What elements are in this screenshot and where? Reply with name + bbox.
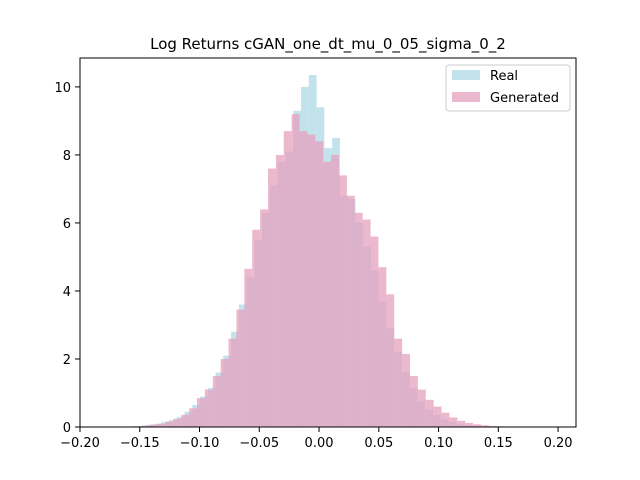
bar-generated	[417, 389, 426, 427]
legend-swatch-real	[452, 70, 480, 80]
bar-generated	[331, 154, 339, 427]
y-tick-label: 2	[63, 353, 71, 368]
x-tick-label: 0.00	[305, 436, 334, 451]
bar-generated	[394, 338, 403, 427]
x-tick-label: −0.10	[180, 436, 220, 451]
bar-generated	[465, 422, 474, 427]
bar-generated	[362, 219, 371, 427]
y-axis-ticks: 0 2 4 6 8 10	[54, 81, 80, 436]
bar-generated	[283, 131, 292, 427]
bar-generated	[197, 398, 205, 427]
bar-generated	[386, 294, 395, 427]
bar-generated	[473, 424, 481, 427]
x-tick-label: 0.15	[484, 436, 513, 451]
legend-label-generated: Generated	[490, 91, 559, 106]
bar-generated	[433, 406, 442, 427]
bar-generated	[323, 161, 332, 428]
legend-swatch-generated	[452, 92, 480, 102]
bar-generated	[220, 358, 229, 427]
y-tick-label: 8	[63, 149, 71, 164]
bar-generated	[480, 425, 489, 427]
bar-generated	[449, 417, 458, 427]
bar-generated	[204, 389, 213, 427]
bar-generated	[370, 236, 379, 427]
bar-generated	[236, 309, 245, 427]
bar-generated	[157, 423, 166, 427]
bar-generated	[149, 424, 158, 427]
bar-generated	[299, 131, 308, 427]
x-axis-ticks: −0.20 −0.15 −0.10 −0.05 0.00 0.05 0.10 0.15 0.20	[60, 427, 573, 451]
bar-generated	[441, 412, 450, 427]
y-tick-label: 0	[63, 421, 71, 436]
bar-generated	[488, 425, 497, 427]
x-tick-label: 0.05	[364, 436, 393, 451]
bar-generated	[409, 375, 418, 427]
x-tick-label: 0.20	[544, 436, 573, 451]
bar-generated	[260, 209, 269, 427]
bar-generated	[228, 338, 237, 427]
chart-title: Log Returns cGAN_one_dt_mu_0_05_sigma_0_…	[150, 35, 506, 54]
legend-label-real: Real	[490, 69, 518, 84]
bar-generated	[189, 408, 198, 427]
bar-generated	[346, 195, 355, 427]
x-tick-label: −0.15	[120, 436, 160, 451]
bar-generated	[402, 353, 410, 427]
bar-generated	[141, 425, 150, 427]
bar-generated	[244, 268, 253, 427]
y-tick-label: 4	[63, 285, 71, 300]
bar-generated	[307, 134, 316, 427]
series-generated-bars	[126, 114, 513, 428]
bar-generated	[165, 421, 174, 427]
plot-frame	[79, 57, 577, 428]
bar-generated	[354, 212, 363, 427]
bar-generated	[275, 154, 284, 427]
bar-generated	[457, 420, 466, 427]
bar-generated	[173, 418, 182, 427]
legend: Real Generated	[445, 64, 571, 112]
y-tick-label: 6	[63, 217, 71, 232]
bar-generated	[252, 229, 261, 427]
bar-generated	[425, 399, 434, 427]
bar-generated	[315, 141, 324, 428]
x-tick-label: −0.05	[239, 436, 279, 451]
bar-generated	[181, 414, 190, 427]
x-tick-label: −0.20	[60, 436, 100, 451]
y-tick-label: 10	[54, 81, 71, 96]
bar-generated	[378, 267, 387, 427]
bar-generated	[338, 175, 347, 427]
bar-generated	[212, 375, 221, 427]
bar-generated	[291, 114, 300, 427]
bar-generated	[268, 168, 276, 427]
x-tick-label: 0.10	[424, 436, 453, 451]
